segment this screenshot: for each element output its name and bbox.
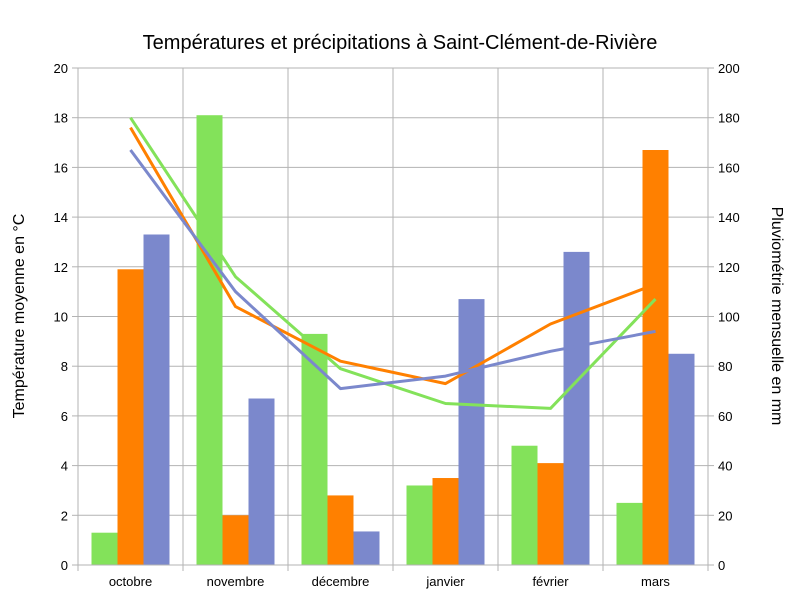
y-tick-label: 14 xyxy=(54,210,68,225)
gridlines xyxy=(77,67,709,571)
y2-tick-label: 20 xyxy=(718,508,732,523)
bar xyxy=(248,398,275,565)
y-tick-label: 20 xyxy=(54,61,68,76)
y-tick-label: 0 xyxy=(61,558,68,573)
y2-tick-label: 100 xyxy=(718,310,740,325)
bars xyxy=(91,115,695,565)
x-tick-label: octobre xyxy=(109,574,152,589)
bar xyxy=(406,485,433,565)
bar xyxy=(616,502,643,565)
y-tick-label: 12 xyxy=(54,260,68,275)
y-axis-title: Température moyenne en °C xyxy=(11,214,28,419)
y2-axis-title: Pluviométrie mensuelle en mm xyxy=(768,207,785,426)
series-line xyxy=(129,116,657,410)
bar xyxy=(196,115,223,565)
y2-tick-label: 0 xyxy=(718,558,725,573)
bar xyxy=(642,150,669,565)
bar xyxy=(353,531,380,565)
x-tick-label: janvier xyxy=(425,574,465,589)
bar xyxy=(432,478,459,565)
y2-tick-label: 160 xyxy=(718,160,740,175)
y2-tick-label: 60 xyxy=(718,409,732,424)
y2-tick-label: 80 xyxy=(718,359,732,374)
tick-labels: 0246810121416182002040608010012014016018… xyxy=(54,61,740,589)
x-tick-label: novembre xyxy=(207,574,265,589)
x-tick-label: mars xyxy=(641,574,670,589)
bar xyxy=(458,299,485,565)
bar xyxy=(537,463,564,565)
y-tick-label: 18 xyxy=(54,111,68,126)
bar xyxy=(143,234,170,565)
y2-tick-label: 200 xyxy=(718,61,740,76)
y-tick-label: 10 xyxy=(54,310,68,325)
lines xyxy=(129,116,657,410)
y2-tick-label: 140 xyxy=(718,210,740,225)
y-tick-label: 8 xyxy=(61,359,68,374)
series-line xyxy=(129,149,656,391)
x-tick-label: février xyxy=(532,574,569,589)
axes xyxy=(72,67,714,566)
y2-tick-label: 120 xyxy=(718,260,740,275)
y2-tick-label: 180 xyxy=(718,111,740,126)
bar xyxy=(327,495,354,565)
bar xyxy=(563,251,590,565)
y-tick-label: 16 xyxy=(54,160,68,175)
bar xyxy=(668,353,695,565)
chart-title: Températures et précipitations à Saint-C… xyxy=(143,32,658,54)
bar xyxy=(511,445,538,565)
bar xyxy=(222,515,249,565)
y-tick-label: 6 xyxy=(61,409,68,424)
y2-tick-label: 40 xyxy=(718,459,732,474)
bar xyxy=(91,532,118,565)
y-tick-label: 2 xyxy=(61,508,68,523)
bar xyxy=(117,269,144,565)
x-tick-label: décembre xyxy=(312,574,370,589)
y-tick-label: 4 xyxy=(61,459,68,474)
bar xyxy=(301,333,328,565)
series-line xyxy=(129,126,657,386)
